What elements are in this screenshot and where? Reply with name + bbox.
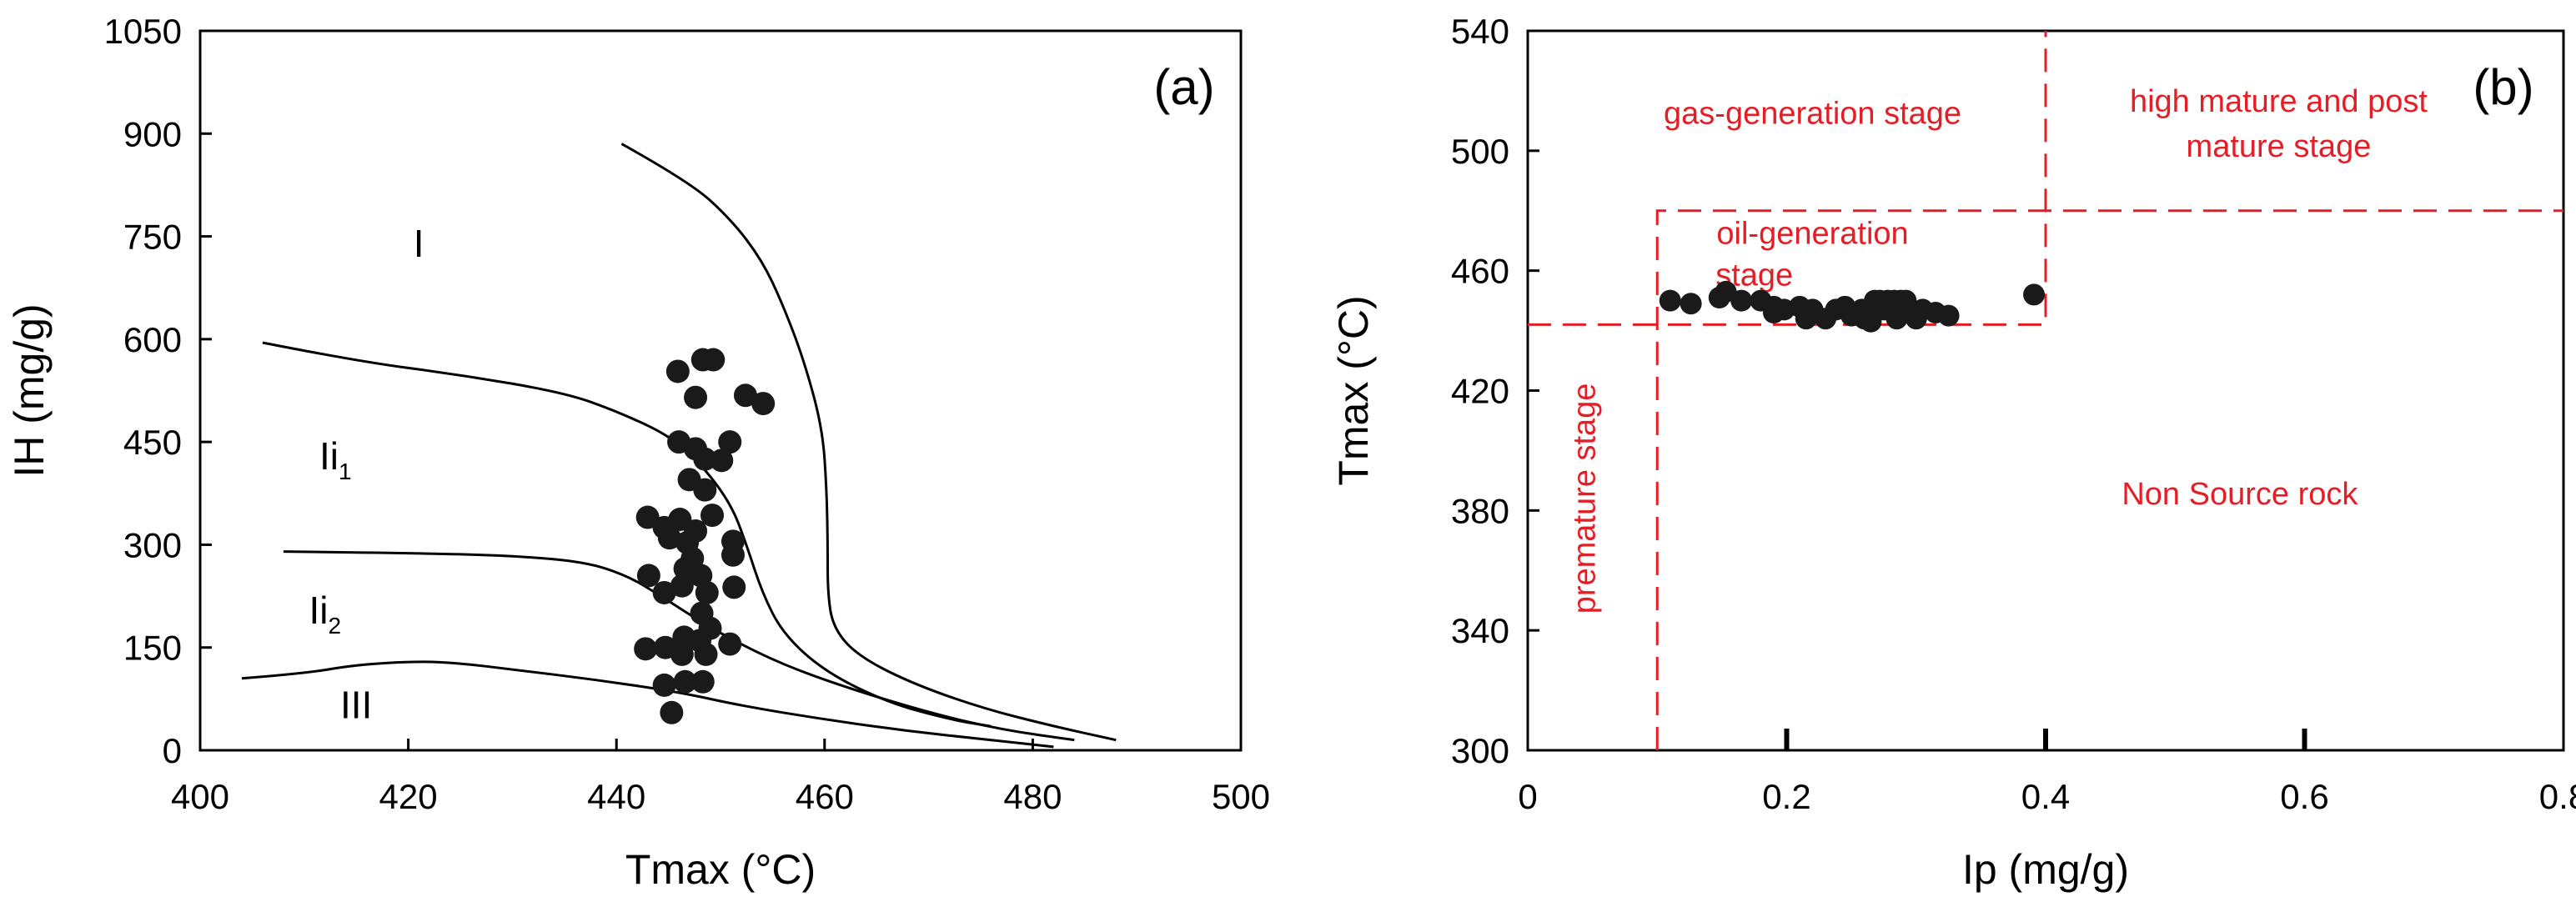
x-tick-label: 0.4 <box>2021 777 2070 816</box>
data-point <box>693 447 717 471</box>
data-point <box>1937 304 1960 327</box>
data-point <box>636 564 660 588</box>
kerogen-boundary-curve <box>262 341 992 728</box>
data-point <box>1680 293 1702 315</box>
x-tick-label: 440 <box>587 777 645 816</box>
data-point <box>1762 302 1785 324</box>
y-tick-label: 380 <box>1451 491 1509 530</box>
data-point <box>665 359 690 383</box>
kerogen-boundary-curve <box>620 143 1117 742</box>
x-tick-label: 460 <box>796 777 854 816</box>
panel-label: (b) <box>2473 59 2533 115</box>
data-point <box>733 383 757 408</box>
maturity-stage-label: high mature and post <box>2130 84 2428 119</box>
x-tick-label: 0 <box>1518 777 1537 816</box>
x-tick-label: 420 <box>379 777 438 816</box>
data-point <box>660 700 684 724</box>
data-point <box>721 543 745 567</box>
data-point <box>673 669 697 694</box>
data-point <box>684 385 708 409</box>
kerogen-boundary-curve <box>241 660 1054 749</box>
y-tick-label: 1050 <box>104 12 182 51</box>
maturity-stage-label: premature stage <box>1568 383 1603 614</box>
maturity-stage-label: Non Source rock <box>2122 477 2358 512</box>
kerogen-type-text: Ii <box>319 434 339 478</box>
data-point <box>701 348 726 372</box>
y-tick-label: 900 <box>123 114 182 153</box>
data-point <box>1905 308 1927 330</box>
data-point <box>1795 308 1817 330</box>
data-point <box>634 637 658 661</box>
kerogen-type-subscript: 2 <box>328 613 341 639</box>
data-point <box>693 478 717 502</box>
data-point <box>718 632 742 656</box>
kerogen-type-text: III <box>340 683 372 726</box>
maturity-boundary <box>1528 31 2047 326</box>
y-tick-label: 0 <box>163 731 182 770</box>
kerogen-boundary-curve <box>283 550 1075 742</box>
kerogen-type-label: Ii1 <box>319 434 352 484</box>
x-tick-label: 480 <box>1003 777 1062 816</box>
kerogen-type-label: Ii2 <box>309 589 341 639</box>
y-tick-label: 150 <box>123 629 182 668</box>
data-point <box>1659 289 1681 312</box>
data-point <box>1883 295 1906 318</box>
data-point <box>718 430 742 454</box>
kerogen-type-subscript: 1 <box>339 459 352 484</box>
data-point <box>751 392 776 416</box>
maturity-stage-label: gas-generation stage <box>1664 96 1961 131</box>
y-tick-label: 500 <box>1451 132 1509 171</box>
data-point <box>670 574 694 598</box>
y-axis-title: Tmax (°C) <box>1330 295 1377 485</box>
data-point <box>1853 308 1876 330</box>
data-point <box>670 642 694 666</box>
x-axis-title: Tmax (°C) <box>625 846 816 893</box>
panel-b-ip-vs-tmax: 300 340 380 420 460 500 540 0 0.2 0.4 0.6 0.8 Ip (mg… <box>1330 12 2576 893</box>
data-point <box>1730 289 1753 312</box>
plot-frame <box>198 29 1243 752</box>
y-tick-label: 460 <box>1451 252 1509 291</box>
kerogen-type-text: Ii <box>309 589 328 632</box>
data-point <box>652 673 676 697</box>
data-point <box>722 575 746 599</box>
panel-label: (a) <box>1153 59 1214 115</box>
data-point <box>690 669 715 694</box>
y-tick-label: 420 <box>1451 372 1509 411</box>
y-tick-label: 300 <box>1451 731 1509 770</box>
data-point <box>652 580 676 604</box>
data-point <box>694 642 718 666</box>
data-point <box>2023 283 2046 306</box>
maturity-stage-label: mature stage <box>2187 129 2372 164</box>
kerogen-type-label: III <box>340 683 372 726</box>
kerogen-type-text: I <box>414 222 424 265</box>
data-point <box>695 580 719 604</box>
x-tick-label: 0.6 <box>2280 777 2328 816</box>
x-axis-title: Ip (mg/g) <box>1962 846 2129 893</box>
y-tick-label: 540 <box>1451 12 1509 51</box>
data-point <box>657 526 681 550</box>
y-tick-label: 750 <box>123 218 182 257</box>
x-tick-label: 500 <box>1212 777 1270 816</box>
data-point <box>700 504 725 528</box>
y-axis-title: IH (mg/g) <box>6 303 53 477</box>
data-point <box>635 505 660 529</box>
x-tick-label: 0.8 <box>2539 777 2576 816</box>
y-tick-label: 600 <box>123 320 182 359</box>
kerogen-type-label: I <box>414 222 424 265</box>
y-tick-label: 300 <box>123 525 182 564</box>
data-point <box>710 448 734 473</box>
maturity-boundary <box>1655 209 2563 750</box>
x-tick-label: 0.2 <box>1762 777 1810 816</box>
panel-a-tmax-vs-ih: 0 150 300 450 600 750 900 1050 400 420 440 460 480 50… <box>6 12 1270 893</box>
x-tick-label: 400 <box>171 777 229 816</box>
maturity-stage-label: oil-generation <box>1716 216 1908 251</box>
y-tick-label: 340 <box>1451 611 1509 650</box>
y-tick-label: 450 <box>123 423 182 462</box>
